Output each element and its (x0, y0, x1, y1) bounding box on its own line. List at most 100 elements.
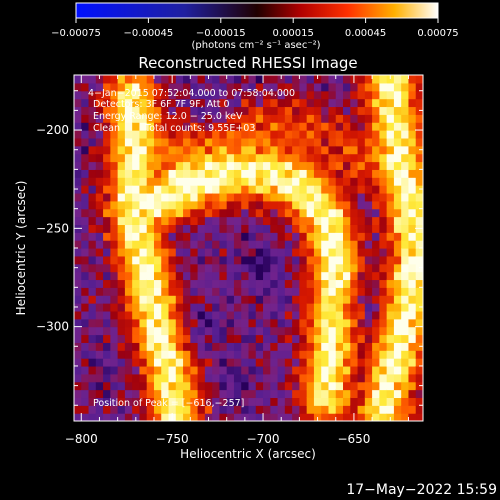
heatmap-cell (81, 153, 90, 163)
heatmap-cell (306, 413, 315, 421)
heatmap-cell (299, 295, 308, 304)
heatmap-cell (408, 318, 417, 328)
heatmap-cell (117, 279, 126, 288)
heatmap-cell (219, 287, 228, 296)
heatmap-cell (415, 98, 423, 108)
heatmap-cell (284, 318, 293, 328)
heatmap-cell (364, 318, 373, 328)
heatmap-cell (270, 255, 279, 265)
heatmap-cell (284, 161, 293, 170)
heatmap-cell (124, 200, 133, 210)
heatmap-cell (292, 208, 300, 218)
heatmap-cell (88, 287, 97, 296)
heatmap-cell (226, 326, 235, 336)
heatmap-cell (168, 240, 177, 249)
heatmap-cell (117, 216, 126, 226)
heatmap-cell (284, 303, 293, 312)
heatmap-cell (284, 255, 293, 265)
heatmap-cell (146, 342, 155, 351)
heatmap-cell (357, 350, 366, 359)
heatmap-cell (277, 208, 286, 218)
heatmap-cell (248, 224, 257, 233)
heatmap-cell (117, 263, 126, 273)
heatmap-cell (350, 303, 359, 312)
heatmap-cell (255, 295, 264, 304)
heatmap-cell (204, 397, 213, 406)
heatmap-cell (393, 75, 402, 84)
heatmap-cell (415, 358, 423, 367)
heatmap-cell (233, 303, 242, 312)
heatmap-cell (284, 310, 293, 320)
heatmap-cell (263, 200, 271, 210)
heatmap-cell (212, 303, 221, 312)
heatmap-cell (357, 130, 366, 139)
heatmap-cell (168, 365, 177, 375)
heatmap-cell (379, 216, 388, 226)
heatmap-cell (88, 232, 97, 241)
heatmap-cell (364, 208, 373, 218)
heatmap-cell (139, 161, 148, 170)
heatmap-cell (335, 90, 344, 100)
heatmap-cell (292, 263, 300, 273)
heatmap-cell (299, 208, 308, 218)
heatmap-cell (415, 326, 423, 336)
heatmap-cell (372, 98, 380, 108)
heatmap-cell (204, 248, 213, 257)
heatmap-cell (88, 303, 97, 312)
heatmap-cell (190, 271, 199, 281)
heatmap-cell (212, 295, 221, 304)
heatmap-cell (197, 122, 206, 131)
heatmap-cell (81, 389, 90, 399)
heatmap-cell (292, 98, 300, 108)
heatmap-cell (219, 192, 228, 202)
heatmap-cell (81, 413, 90, 421)
heatmap-cell (379, 90, 388, 100)
heatmap-cell (299, 389, 308, 399)
heatmap-cell (190, 255, 199, 265)
heatmap-cell (81, 161, 90, 170)
heatmap-cell (277, 82, 286, 92)
heatmap-cell (386, 318, 395, 328)
heatmap-cell (393, 106, 402, 115)
heatmap-cell (190, 350, 199, 359)
heatmap-cell (81, 192, 90, 202)
heatmap-cell (212, 350, 221, 359)
heatmap-cell (233, 216, 242, 226)
heatmap-cell (343, 326, 351, 336)
heatmap-cell (372, 397, 380, 406)
heatmap-cell (263, 90, 271, 100)
heatmap-cell (335, 271, 344, 281)
heatmap-cell (343, 137, 351, 147)
heatmap-cell (401, 185, 410, 194)
heatmap-cell (146, 122, 155, 131)
heatmap-cell (357, 295, 366, 304)
heatmap-cell (255, 169, 264, 178)
heatmap-cell (401, 169, 410, 178)
heatmap-cell (124, 279, 133, 288)
heatmap-cell (204, 153, 213, 163)
heatmap-cell (241, 145, 250, 155)
heatmap-cell (117, 177, 126, 186)
heatmap-cell (95, 106, 104, 115)
heatmap-cell (408, 287, 417, 296)
heatmap-cell (153, 90, 162, 100)
heatmap-cell (401, 224, 410, 233)
heatmap-cell (306, 216, 315, 226)
heatmap-cell (350, 350, 359, 359)
heatmap-cell (139, 255, 148, 265)
heatmap-cell (263, 279, 271, 288)
heatmap-cell (350, 161, 359, 170)
heatmap-cell (415, 208, 423, 218)
heatmap-cell (153, 169, 162, 178)
heatmap-cell (313, 216, 322, 226)
heatmap-cell (197, 381, 206, 391)
heatmap-cell (212, 90, 221, 100)
heatmap-cell (124, 216, 133, 226)
heatmap-cell (139, 106, 148, 115)
heatmap-cell (270, 397, 279, 406)
heatmap-cell (183, 263, 191, 273)
heatmap-cell (190, 248, 199, 257)
heatmap-cell (306, 192, 315, 202)
heatmap-cell (277, 295, 286, 304)
heatmap-cell (364, 240, 373, 249)
